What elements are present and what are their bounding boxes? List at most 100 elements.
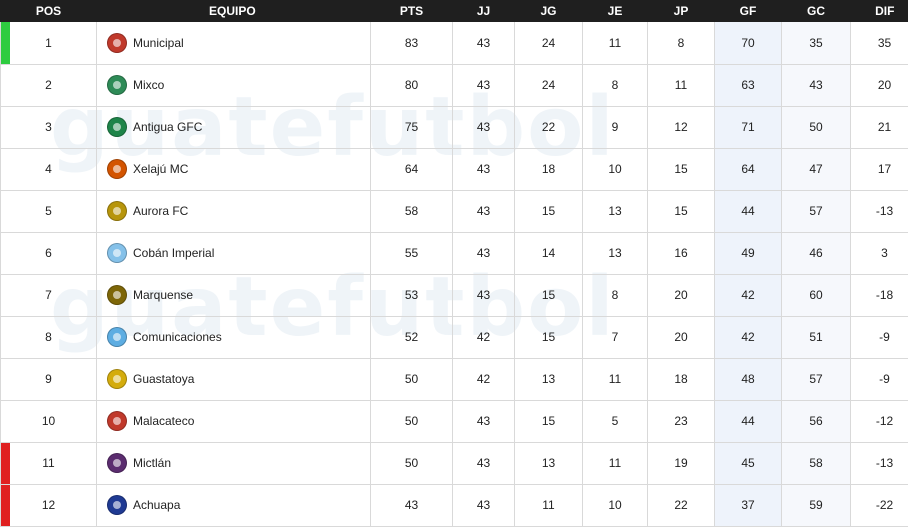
xelaju-mc-logo-icon: [107, 159, 127, 179]
table-row[interactable]: 11 Mictlán 50 43 13 11 19 45 58 -13: [0, 442, 908, 485]
team-name[interactable]: Mixco: [133, 78, 165, 92]
table-row[interactable]: 2 Mixco 80 43 24 8 11 63 43 20: [0, 64, 908, 107]
team-name[interactable]: Cobán Imperial: [133, 246, 215, 260]
dif-value: -18: [850, 274, 908, 317]
header-gc[interactable]: GC: [781, 0, 851, 22]
header-jg[interactable]: JG: [514, 0, 583, 22]
pts-value: 83: [370, 22, 453, 65]
header-pts[interactable]: PTS: [370, 0, 453, 22]
jj-value: 43: [452, 484, 515, 527]
jj-value: 43: [452, 64, 515, 107]
team-cell[interactable]: Mixco: [96, 64, 371, 107]
team-cell[interactable]: Guastatoya: [96, 358, 371, 401]
team-cell[interactable]: Municipal: [96, 22, 371, 65]
header-dif[interactable]: DIF: [850, 0, 908, 22]
header-gf[interactable]: GF: [714, 0, 782, 22]
team-name[interactable]: Achuapa: [133, 498, 181, 512]
jg-value: 15: [514, 400, 583, 443]
team-cell[interactable]: Marquense: [96, 274, 371, 317]
pts-value: 53: [370, 274, 453, 317]
je-value: 11: [582, 358, 648, 401]
gf-value: 42: [714, 274, 782, 317]
table-row[interactable]: 7 Marquense 53 43 15 8 20 42 60 -18: [0, 274, 908, 317]
position-cell: 8: [0, 316, 97, 359]
qualification-marker: [1, 275, 10, 316]
team-cell[interactable]: Achuapa: [96, 484, 371, 527]
team-name[interactable]: Comunicaciones: [133, 330, 222, 344]
achuapa-logo-icon: [107, 495, 127, 515]
position-cell: 11: [0, 442, 97, 485]
table-row[interactable]: 5 Aurora FC 58 43 15 13 15 44 57 -13: [0, 190, 908, 233]
je-value: 5: [582, 400, 648, 443]
gf-value: 45: [714, 442, 782, 485]
table-row[interactable]: 4 Xelajú MC 64 43 18 10 15 64 47 17: [0, 148, 908, 191]
team-name[interactable]: Mictlán: [133, 456, 172, 470]
team-name[interactable]: Marquense: [133, 288, 194, 302]
jp-value: 16: [647, 232, 715, 275]
team-name[interactable]: Xelajú MC: [133, 162, 189, 176]
table-row[interactable]: 12 Achuapa 43 43 11 10 22 37 59 -22: [0, 484, 908, 527]
team-name[interactable]: Aurora FC: [133, 204, 189, 218]
table-row[interactable]: 9 Guastatoya 50 42 13 11 18 48 57 -9: [0, 358, 908, 401]
aurora-fc-logo-icon: [107, 201, 127, 221]
position-cell: 12: [0, 484, 97, 527]
header-je[interactable]: JE: [582, 0, 648, 22]
jp-value: 18: [647, 358, 715, 401]
jp-value: 23: [647, 400, 715, 443]
position-value: 7: [45, 288, 52, 302]
team-cell[interactable]: Cobán Imperial: [96, 232, 371, 275]
pts-value: 64: [370, 148, 453, 191]
gf-value: 37: [714, 484, 782, 527]
qualification-marker: [1, 442, 10, 484]
header-pos[interactable]: POS: [0, 0, 97, 22]
jp-value: 12: [647, 106, 715, 149]
pts-value: 50: [370, 442, 453, 485]
header-jj[interactable]: JJ: [452, 0, 515, 22]
qualification-marker: [1, 107, 10, 148]
position-cell: 5: [0, 190, 97, 233]
jj-value: 43: [452, 442, 515, 485]
gc-value: 57: [781, 358, 851, 401]
dif-value: 21: [850, 106, 908, 149]
table-row[interactable]: 8 Comunicaciones 52 42 15 7 20 42 51 -9: [0, 316, 908, 359]
table-row[interactable]: 10 Malacateco 50 43 15 5 23 44 56 -12: [0, 400, 908, 443]
position-value: 10: [41, 414, 56, 428]
header-team[interactable]: EQUIPO: [96, 0, 371, 22]
dif-value: -22: [850, 484, 908, 527]
table-row[interactable]: 3 Antigua GFC 75 43 22 9 12 71 50 21: [0, 106, 908, 149]
qualification-marker: [1, 317, 10, 358]
jg-value: 11: [514, 484, 583, 527]
pts-value: 55: [370, 232, 453, 275]
pts-value: 52: [370, 316, 453, 359]
jg-value: 18: [514, 148, 583, 191]
jj-value: 43: [452, 274, 515, 317]
gc-value: 56: [781, 400, 851, 443]
jj-value: 43: [452, 190, 515, 233]
team-name[interactable]: Antigua GFC: [133, 120, 203, 134]
jj-value: 43: [452, 232, 515, 275]
header-jp[interactable]: JP: [647, 0, 715, 22]
team-cell[interactable]: Aurora FC: [96, 190, 371, 233]
team-name[interactable]: Malacateco: [133, 414, 195, 428]
team-cell[interactable]: Malacateco: [96, 400, 371, 443]
table-row[interactable]: 6 Cobán Imperial 55 43 14 13 16 49 46 3: [0, 232, 908, 275]
team-name[interactable]: Municipal: [133, 35, 184, 50]
jj-value: 42: [452, 316, 515, 359]
municipal-logo-icon: [107, 32, 127, 53]
dif-value: 3: [850, 232, 908, 275]
team-cell[interactable]: Mictlán: [96, 442, 371, 485]
je-value: 11: [582, 442, 648, 485]
mictlan-logo-icon: [107, 453, 127, 473]
team-name[interactable]: Guastatoya: [133, 372, 195, 386]
jp-value: 15: [647, 148, 715, 191]
team-cell[interactable]: Comunicaciones: [96, 316, 371, 359]
position-cell: 9: [0, 358, 97, 401]
team-cell[interactable]: Xelajú MC: [96, 148, 371, 191]
dif-value: -12: [850, 400, 908, 443]
table-row[interactable]: 1 Municipal 83 43 24 11 8 70 35 35: [0, 22, 908, 65]
gc-value: 51: [781, 316, 851, 359]
dif-value: -9: [850, 358, 908, 401]
pts-value: 75: [370, 106, 453, 149]
team-cell[interactable]: Antigua GFC: [96, 106, 371, 149]
jj-value: 43: [452, 22, 515, 65]
